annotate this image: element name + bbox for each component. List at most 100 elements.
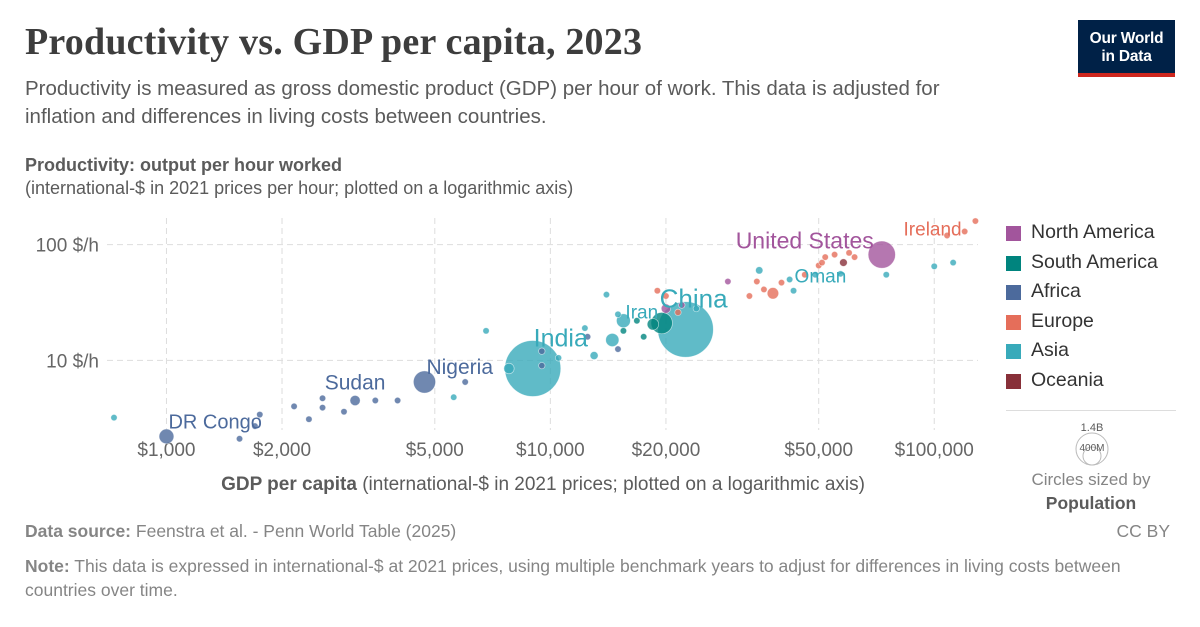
- data-point: [961, 227, 969, 236]
- chart-subtitle: Productivity is measured as gross domest…: [25, 77, 940, 128]
- chart-title: Productivity vs. GDP per capita, 2023: [25, 21, 643, 63]
- y-axis-title: Productivity: output per hour worked: [25, 155, 343, 175]
- point-label: Iran: [625, 303, 658, 324]
- x-tick-label: $1,000: [137, 440, 195, 461]
- data-point: [581, 324, 589, 332]
- logo-accent-bar: [1078, 73, 1175, 77]
- data-point: [724, 277, 732, 286]
- data-point: [349, 394, 361, 406]
- legend-label: Asia: [1031, 339, 1069, 361]
- size-legend-circles: 1.4B 400M: [1006, 410, 1176, 466]
- note-label: Note:: [25, 556, 70, 576]
- data-point: [692, 305, 700, 313]
- data-point: [766, 287, 780, 300]
- data-point: [110, 414, 118, 422]
- data-point: [943, 231, 951, 240]
- point-label: United States: [736, 228, 874, 254]
- data-source: Data source: Feenstra et al. - Penn Worl…: [25, 521, 456, 542]
- owid-logo[interactable]: Our World in Data: [1078, 20, 1175, 77]
- data-point: [851, 253, 859, 261]
- data-point: [640, 333, 648, 341]
- data-point: [745, 292, 753, 300]
- data-point: [619, 327, 627, 335]
- legend-label: North America: [1031, 221, 1155, 243]
- data-point: [538, 347, 546, 355]
- legend-label: South America: [1031, 250, 1158, 273]
- data-point: [789, 287, 798, 295]
- data-point: [674, 308, 682, 316]
- data-source-text[interactable]: Feenstra et al. - Penn World Table (2025…: [135, 521, 457, 541]
- data-point: [538, 362, 546, 370]
- x-tick-label: $50,000: [784, 440, 853, 461]
- x-tick-label: $5,000: [406, 440, 464, 461]
- data-point: [662, 292, 670, 300]
- data-source-label: Data source:: [25, 521, 132, 541]
- data-point: [290, 402, 298, 410]
- x-axis-title-main: GDP per capita: [221, 474, 357, 495]
- data-point: [831, 251, 839, 259]
- size-legend-circle-small: [1082, 446, 1102, 466]
- point-label: Oman: [795, 267, 847, 288]
- point-label: DR Congo: [168, 411, 261, 433]
- legend-swatch: [1006, 226, 1021, 241]
- data-point: [605, 333, 620, 347]
- size-legend-small-label: 400M: [1079, 443, 1104, 454]
- data-point: [660, 303, 671, 314]
- data-point: [554, 354, 563, 362]
- data-point: [801, 271, 809, 279]
- data-point: [646, 318, 660, 331]
- data-point: [413, 370, 436, 394]
- data-point: [256, 411, 264, 419]
- data-point: [461, 378, 469, 386]
- point-label: Sudan: [325, 371, 386, 394]
- size-legend-caption: Circles sized by: [1031, 470, 1151, 489]
- data-point: [678, 301, 686, 309]
- chart-note: Note: This data is expressed in internat…: [25, 554, 1155, 602]
- data-point: [949, 259, 957, 267]
- y-tick-label: 100 $/h: [36, 236, 99, 257]
- data-point: [394, 396, 402, 405]
- data-point: [305, 415, 313, 423]
- legend-swatch: [1006, 285, 1021, 300]
- data-point: [633, 317, 641, 325]
- data-point: [371, 396, 379, 405]
- data-point: [318, 404, 327, 412]
- logo-line-1: Our World: [1089, 30, 1164, 47]
- data-point: [318, 394, 327, 402]
- logo-line-2: in Data: [1101, 48, 1152, 65]
- license-link[interactable]: CC BY: [1116, 521, 1170, 541]
- legend-label: Africa: [1031, 280, 1081, 302]
- data-point: [340, 408, 348, 416]
- data-point: [653, 287, 661, 295]
- data-point: [836, 270, 845, 278]
- data-point: [450, 393, 458, 401]
- y-tick-label: 10 $/h: [46, 351, 99, 372]
- data-point: [503, 362, 515, 375]
- data-point: [760, 285, 768, 294]
- x-tick-label: $20,000: [632, 440, 701, 461]
- data-point: [614, 345, 622, 353]
- data-point: [839, 258, 848, 267]
- data-point: [867, 240, 896, 269]
- data-point: [755, 266, 764, 275]
- data-point: [589, 351, 599, 360]
- data-point: [777, 279, 786, 287]
- x-tick-label: $10,000: [516, 440, 585, 461]
- note-text: This data is expressed in international-…: [25, 556, 1121, 600]
- point-layer: [110, 217, 979, 445]
- data-point: [811, 271, 819, 279]
- size-legend: 1.4B 400M Circles sized by Population: [1006, 410, 1176, 520]
- y-axis-unit: (international-$ in 2021 prices per hour…: [25, 178, 574, 198]
- size-legend-variable: Population: [1045, 493, 1137, 513]
- data-point: [753, 277, 761, 286]
- legend-label: Oceania: [1031, 368, 1104, 391]
- data-point: [818, 259, 826, 267]
- data-point: [930, 262, 938, 270]
- data-point: [821, 253, 829, 261]
- data-point: [482, 327, 490, 335]
- x-tick-label: $2,000: [253, 440, 311, 461]
- data-point: [882, 271, 890, 279]
- x-tick-label: $100,000: [895, 440, 974, 461]
- x-axis-title: GDP per capita (international-$ in 2021 …: [221, 474, 865, 495]
